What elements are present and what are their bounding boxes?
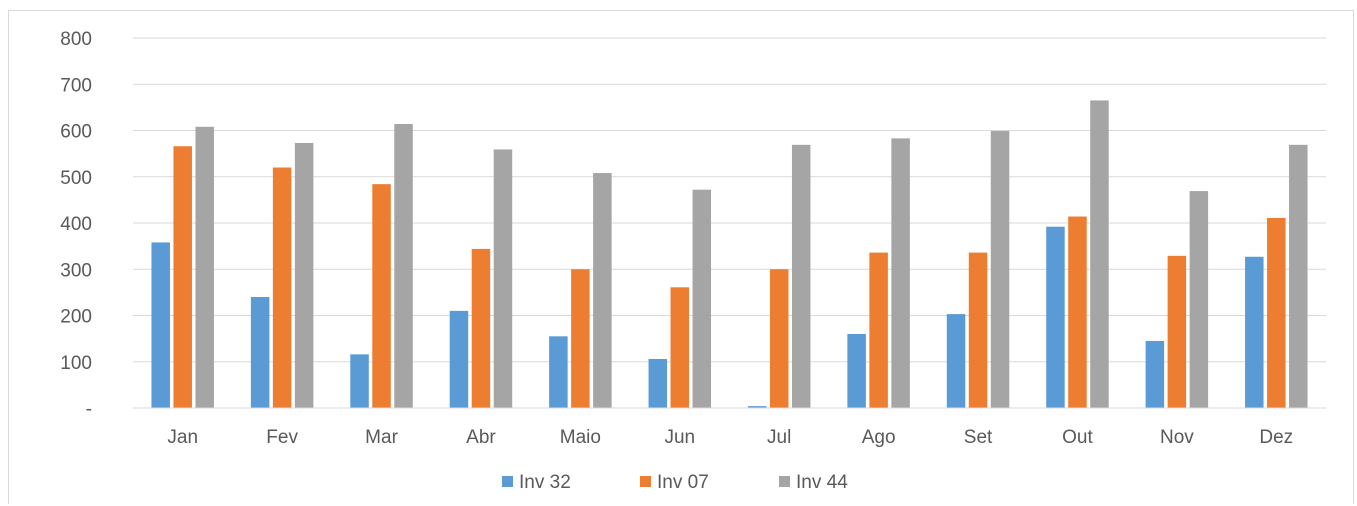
x-tick-label: Jul <box>767 427 791 448</box>
y-axis-tick-labels: - 100 200 300 400 500 600 700 800 <box>60 29 92 420</box>
x-tick-label: Abr <box>466 427 496 448</box>
legend-swatch <box>640 476 651 487</box>
bar <box>372 184 391 408</box>
bar <box>173 146 192 408</box>
bar <box>394 124 413 409</box>
bar <box>1167 255 1187 408</box>
y-tick-label: 400 <box>60 214 92 235</box>
bar <box>493 149 513 408</box>
bar <box>250 297 270 408</box>
bar <box>946 314 966 408</box>
y-tick-label: 200 <box>60 307 92 328</box>
bar <box>869 252 888 408</box>
bar <box>968 252 988 408</box>
y-tick-label: 700 <box>60 75 92 96</box>
bar <box>847 334 866 408</box>
y-tick-label: 600 <box>60 122 92 143</box>
bar <box>1068 216 1087 408</box>
bar <box>1189 191 1209 408</box>
bar <box>670 287 690 408</box>
bar <box>471 248 491 408</box>
bar <box>1267 217 1286 408</box>
bar <box>990 130 1010 408</box>
bar <box>350 354 369 408</box>
bar <box>272 167 292 408</box>
bar <box>1046 226 1065 408</box>
bar <box>449 310 469 408</box>
x-tick-label: Set <box>964 427 993 448</box>
bar <box>791 144 811 408</box>
bar <box>195 126 214 409</box>
x-tick-label: Dez <box>1259 427 1293 448</box>
x-tick-label: Jun <box>664 427 695 448</box>
bar <box>891 138 910 409</box>
bar <box>1090 100 1109 408</box>
bar <box>294 142 314 409</box>
x-tick-label: Mar <box>365 427 398 448</box>
legend-swatch <box>779 476 790 487</box>
legend-label: Inv 32 <box>519 472 571 493</box>
x-tick-label: Ago <box>862 427 896 448</box>
bars <box>151 100 1308 409</box>
bar <box>571 269 590 408</box>
bar <box>747 406 767 408</box>
x-tick-label: Fev <box>266 427 298 448</box>
legend-swatch <box>502 476 513 487</box>
y-tick-label: 500 <box>60 168 92 189</box>
bar <box>1245 256 1264 408</box>
x-axis-tick-labels: Jan Fev Mar Abr Maio Jun Jul Ago Set Out Nov Dez <box>167 427 1293 448</box>
bar <box>1289 144 1308 408</box>
bar <box>769 269 789 408</box>
legend-label: Inv 44 <box>796 472 848 493</box>
bar <box>549 336 568 408</box>
bar <box>692 189 712 408</box>
legend: Inv 32 Inv 07 Inv 44 <box>502 472 848 493</box>
y-tick-label: 800 <box>60 29 92 50</box>
y-tick-label: - <box>86 399 92 420</box>
x-tick-label: Jan <box>167 427 198 448</box>
chart-frame <box>8 10 1354 504</box>
y-tick-label: 100 <box>60 353 92 374</box>
x-tick-label: Out <box>1062 427 1093 448</box>
bar <box>593 173 612 408</box>
bar <box>151 242 170 408</box>
bar <box>648 358 668 408</box>
y-tick-label: 300 <box>60 260 92 281</box>
legend-label: Inv 07 <box>657 472 709 493</box>
x-tick-label: Nov <box>1160 427 1194 448</box>
x-tick-label: Maio <box>560 427 601 448</box>
gridlines <box>133 37 1326 363</box>
bar <box>1145 340 1165 408</box>
